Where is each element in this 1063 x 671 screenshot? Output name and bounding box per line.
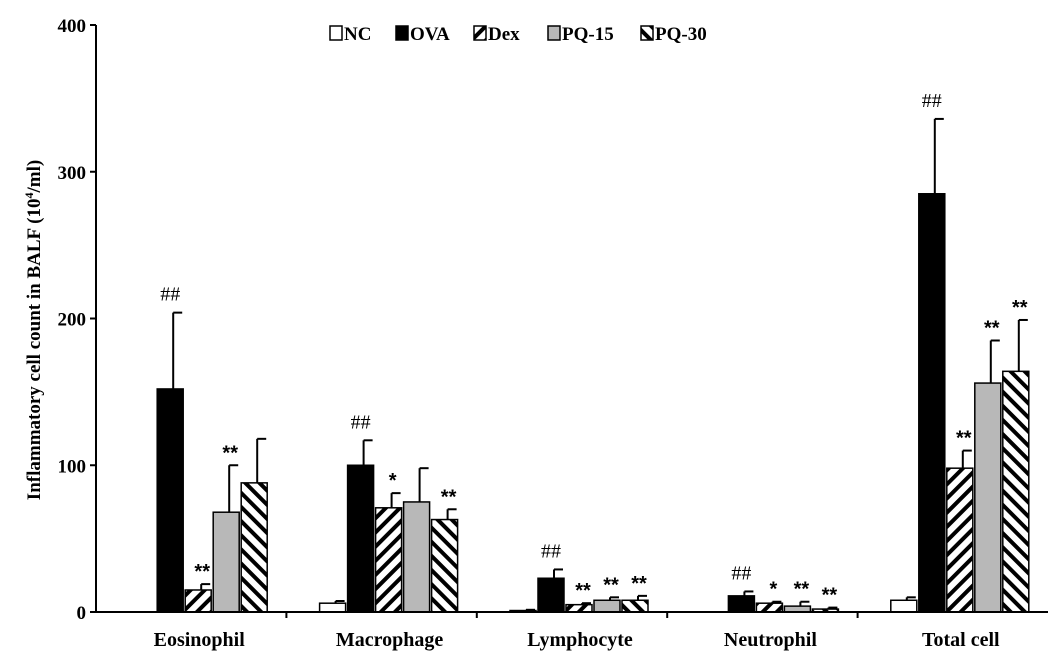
legend-label-ova: OVA [410,24,450,45]
significance-annotation: * [389,470,397,492]
bar-pq-15-total-cell [974,382,1002,613]
legend: NC OVA Dex PQ-15 PQ-30 [329,24,707,45]
bar-ova-lymphocyte [537,577,565,613]
significance-annotation: ## [160,284,180,306]
axes: 0 100 200 300 400 Eosinophil Macrophage Lymphoc… [58,16,1048,651]
y-tick-label: 200 [58,310,87,331]
significance-annotation: ** [956,428,972,450]
legend-label-pq-30: PQ-30 [655,24,707,45]
significance-annotation: ** [794,579,810,601]
significance-annotation: ** [575,580,591,602]
significance-annotation: ## [541,540,561,562]
legend-swatch-nc [329,25,343,41]
bar-ova-macrophage [346,464,375,613]
bar-pq-30-macrophage [430,518,459,613]
bar-dex-eosinophil [184,589,212,613]
legend-swatch-ova [395,25,409,41]
significance-annotation: ** [222,442,238,464]
y-tick-label: 100 [58,456,87,477]
bar-pq-30-total-cell [1002,370,1030,613]
significance-annotation: ** [441,486,457,508]
y-tick-label: 0 [77,603,87,624]
legend-label-dex: Dex [488,24,520,45]
plot-area: ##****##***##** ** ** ##* ** **##****** [156,90,1030,613]
bar-ova-neutrophil [727,595,756,613]
y-axis-label: Inflammatory cell count in BALF (104/ml) [22,160,45,500]
y-tick-label: 300 [58,163,87,184]
significance-annotation: ** [984,318,1000,340]
bar-pq-30-lymphocyte [621,599,649,613]
bar-dex-lymphocyte [565,603,593,613]
significance-annotation: ** [1012,297,1028,319]
bar-ova-eosinophil [156,388,184,613]
x-category-label: Lymphocyte [527,629,633,651]
significance-annotation: ## [922,90,942,112]
legend-label-nc: NC [344,24,371,45]
x-category-label: Neutrophil [724,629,817,651]
legend-swatch-dex [473,25,487,41]
significance-annotation: ** [603,574,619,596]
y-axis-label-superscript: 4 [22,193,36,199]
significance-annotation: ** [822,585,838,607]
legend-swatch-pq-30 [640,25,654,41]
significance-annotation: * [770,579,778,601]
bar-dex-macrophage [374,507,403,613]
bar-pq-15-lymphocyte [593,599,621,613]
bar-pq-15-macrophage [402,501,431,613]
bar-nc-total-cell [890,599,918,613]
bar-pq-30-eosinophil [240,482,268,613]
legend-label-pq-15: PQ-15 [562,24,614,45]
bar-dex-total-cell [946,467,974,613]
bar-ova-total-cell [918,193,946,613]
bar-pq-15-eosinophil [212,511,240,613]
y-tick-label: 400 [58,16,87,37]
significance-annotation: ** [631,573,647,595]
x-category-label: Total cell [922,629,1000,651]
legend-swatch-pq-15 [547,25,561,41]
bar-dex-neutrophil [755,602,784,613]
significance-annotation: ## [351,411,371,433]
significance-annotation: ** [194,561,210,583]
significance-annotation: ## [731,562,751,584]
x-category-label: Macrophage [336,629,444,651]
y-axis-label-unit: /ml) [24,160,45,194]
bar-nc-macrophage [318,602,347,613]
x-category-label: Eosinophil [154,629,246,651]
